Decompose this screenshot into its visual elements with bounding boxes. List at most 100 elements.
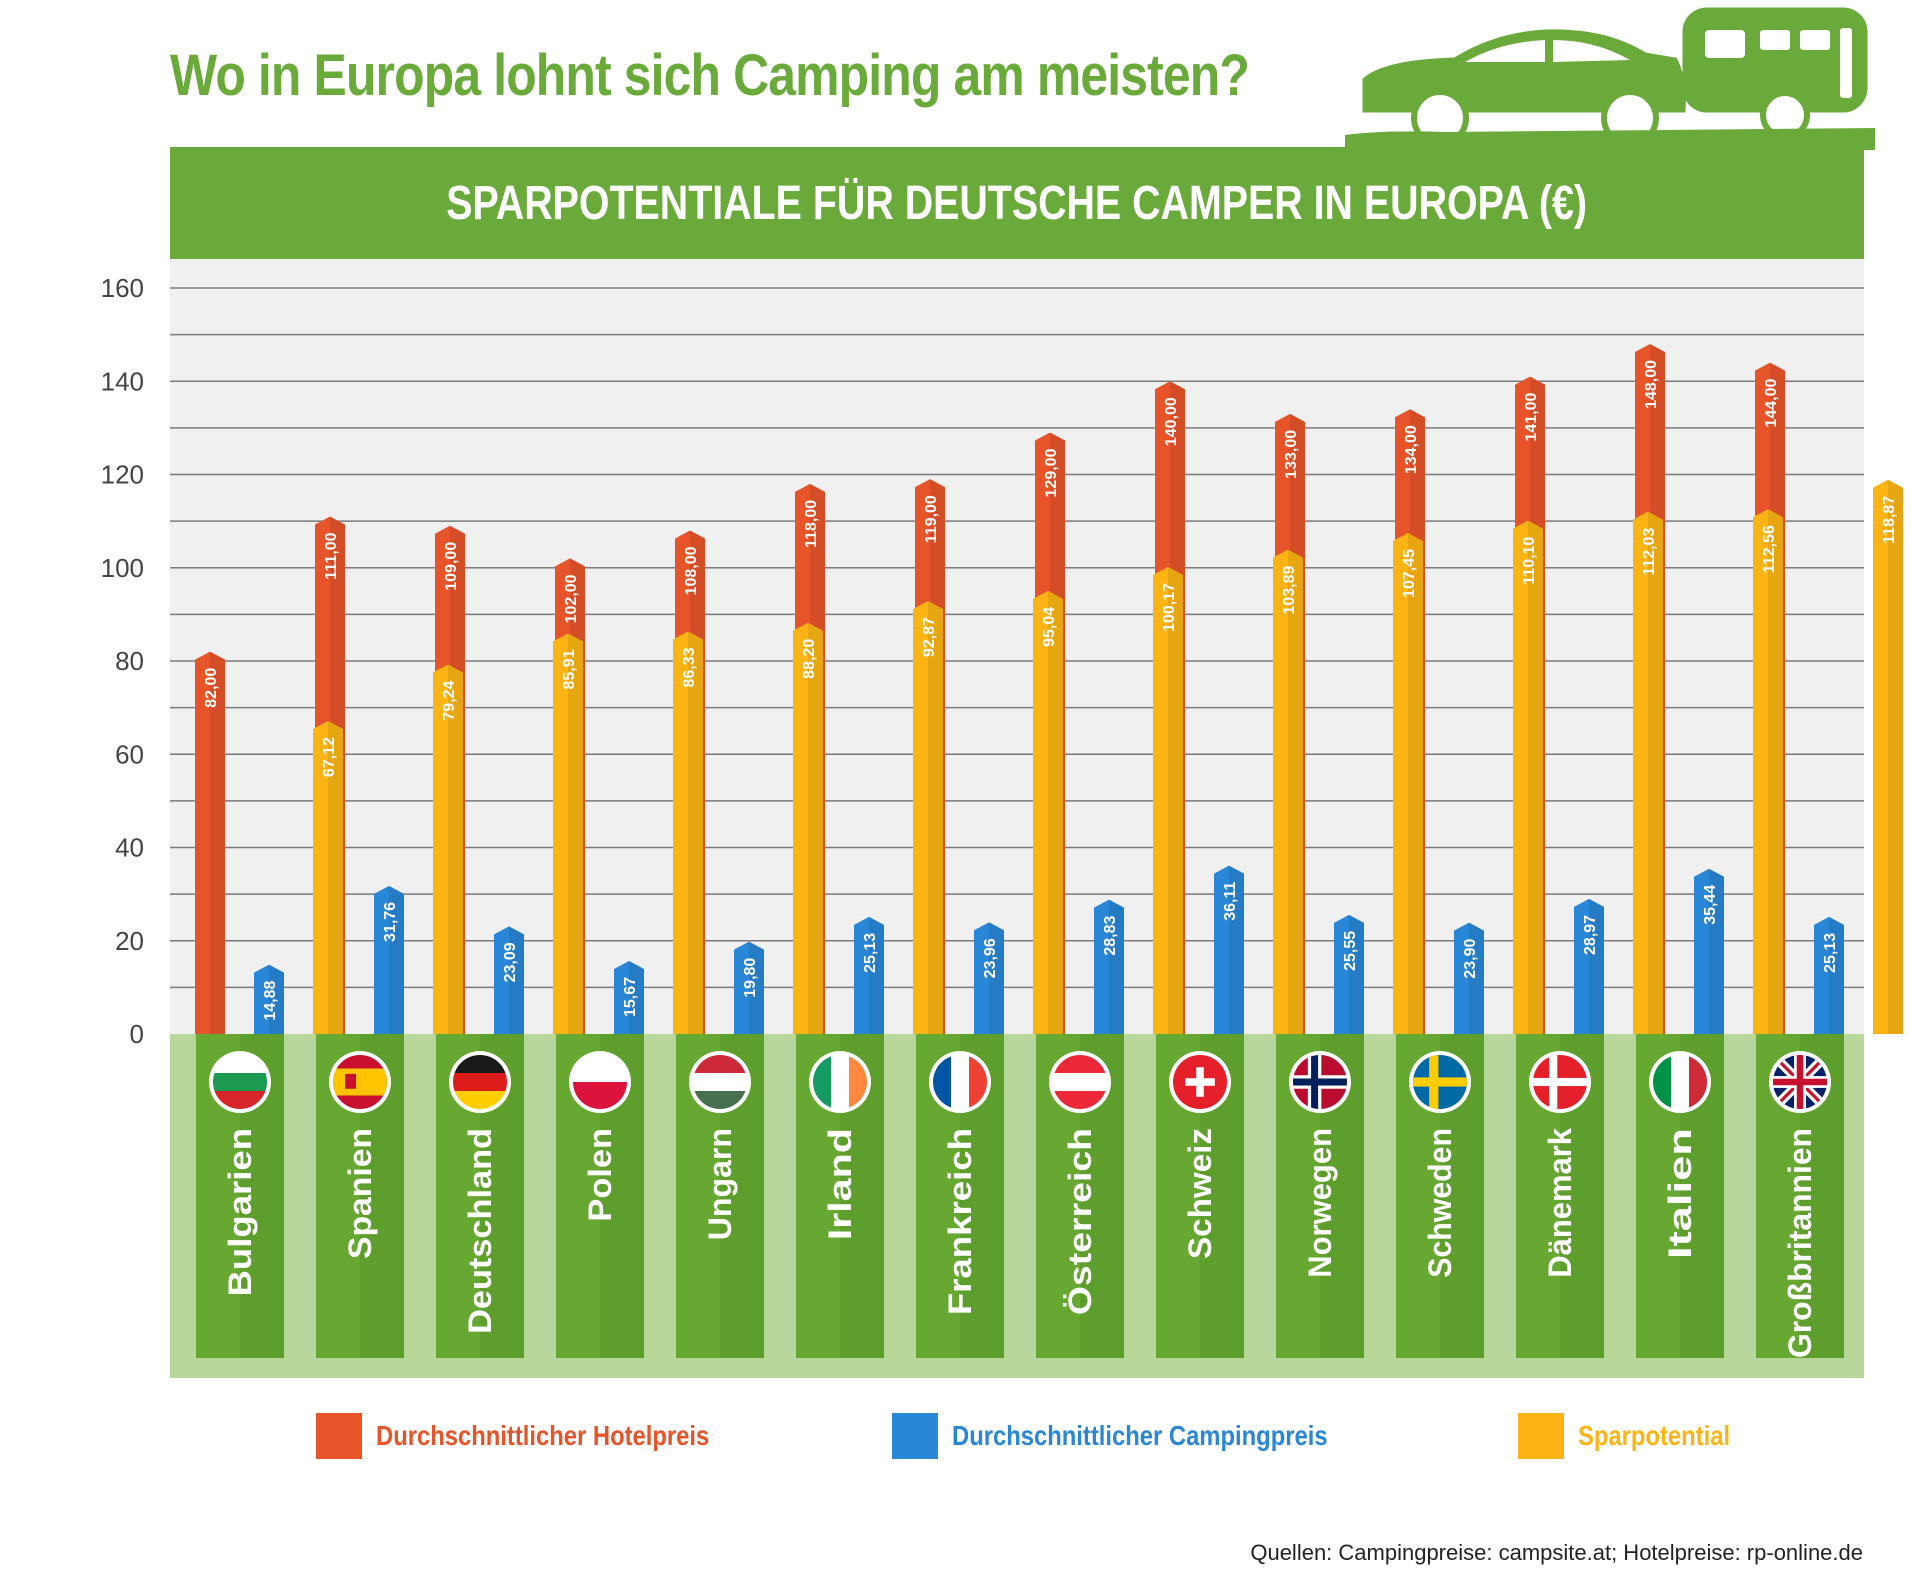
bar-shape [1513,520,1543,1034]
legend-label-camping: Durchschnittlicher Campingpreis [952,1420,1328,1451]
france-flag-icon [933,1055,987,1109]
bar-value-label: 107,45 [1401,549,1418,598]
bar: 14,88 [254,964,284,1034]
bar-shade [1349,914,1364,1034]
source-note: Quellen: Campingpreise: campsite.at; Hot… [1250,1540,1863,1565]
bar-shape [195,651,225,1034]
plot-background [170,259,1864,1034]
bar-shade [808,622,823,1034]
category-label: Ungarn [702,1128,738,1240]
hungary-flag-icon [693,1055,747,1109]
y-tick-label: 80 [115,646,144,676]
y-tick-label: 160 [101,273,144,303]
bar-value-label: 28,97 [1582,915,1599,955]
bar-value-label: 36,11 [1222,882,1239,921]
bar-value-label: 109,00 [443,542,460,591]
bar-shade [1829,916,1844,1034]
bar-shade [448,664,463,1034]
bar-shape [913,600,943,1034]
category-label: Norwegen [1302,1128,1338,1278]
category-label: Großbritannien [1782,1128,1818,1358]
category-label: Österreich [1062,1128,1098,1315]
bar-value-label: 129,00 [1043,448,1060,497]
bulgaria-flag-icon [213,1055,267,1109]
category-card: Spanien [316,1034,404,1358]
bar-shade [1709,868,1724,1034]
bar: 118,87 [1873,479,1903,1034]
category-card: Italien [1636,1034,1724,1358]
bar: 112,03 [1633,511,1663,1034]
bar-shape [374,885,404,1034]
bar-shape [1334,914,1364,1034]
legend-label-hotel: Durchschnittlicher Hotelpreis [376,1420,710,1451]
bar-value-label: 25,55 [1342,931,1359,971]
bar-value-label: 103,89 [1281,566,1298,615]
austria-flag-icon [1053,1055,1107,1109]
sweden-flag-icon [1413,1055,1467,1109]
bar-shade [1229,865,1244,1034]
bar-shade [210,651,225,1034]
bar-value-label: 23,09 [502,942,519,982]
bar-shade [1109,899,1124,1034]
y-tick-label: 20 [115,926,144,956]
bar: 112,56 [1753,509,1783,1035]
bar: 23,96 [974,922,1004,1034]
category-label: Polen [582,1128,618,1222]
bar-value-label: 82,00 [203,668,220,708]
category-card: Österreich [1036,1034,1124,1358]
chart-title: SPARPOTENTIALE FÜR DEUTSCHE CAMPER IN EU… [446,176,1588,230]
bar-shape [1454,922,1484,1034]
bar: 100,17 [1153,566,1183,1034]
y-tick-label: 100 [101,553,144,583]
bar-shade [1888,479,1903,1034]
legend-label-savings: Sparpotential [1578,1420,1731,1451]
bar: 82,00 [195,651,225,1034]
bar-shape [254,964,284,1034]
bar-value-label: 100,17 [1161,583,1178,632]
bar-value-label: 118,00 [803,500,820,548]
bar-shade [389,885,404,1034]
bar-value-label: 19,80 [742,958,759,998]
bar: 79,24 [433,664,463,1034]
legend-swatch-hotel [316,1413,362,1459]
bar: 28,97 [1574,898,1604,1034]
bar-value-label: 144,00 [1763,378,1780,427]
bar-value-label: 85,91 [561,649,578,689]
category-label: Bulgarien [222,1128,258,1296]
bar-value-label: 108,00 [683,546,700,595]
italy-flag-icon [1653,1055,1707,1109]
bar-shade [1768,509,1783,1035]
bar-shade [688,631,703,1034]
category-card: Dänemark [1516,1034,1604,1358]
category-card: Schweiz [1156,1034,1244,1358]
bar: 25,13 [854,916,884,1034]
bar-shape [1814,916,1844,1034]
bar-value-label: 140,00 [1163,397,1180,446]
legend-item-hotel: Durchschnittlicher Hotelpreis [316,1413,768,1459]
bar-shade [509,926,524,1034]
bar: 85,91 [553,633,583,1034]
bar-shade [1048,590,1063,1034]
bar-shade [1168,566,1183,1034]
category-card: Schweden [1396,1034,1484,1358]
bar: 23,09 [494,926,524,1034]
bar-value-label: 148,00 [1643,360,1660,409]
bars: 82,00 111,00 109,00 102,00 108,00 118,00 119,0… [195,343,1903,1035]
bar-value-label: 110,10 [1521,537,1538,585]
bar-value-label: 86,33 [681,647,698,687]
bar: 35,44 [1694,868,1724,1034]
category-label: Dänemark [1542,1128,1578,1278]
bar-shade [1589,898,1604,1034]
bar-value-label: 134,00 [1403,425,1420,474]
bar: 19,80 [734,941,764,1034]
bar: 110,10 [1513,520,1543,1034]
bar-shape [1033,590,1063,1034]
bar-shade [749,941,764,1034]
bar-shape [1214,865,1244,1034]
legend-item-savings: Sparpotential [1518,1413,1757,1459]
bar-value-label: 23,96 [982,938,999,978]
bar: 92,87 [913,600,943,1034]
legend-swatch-camping [892,1413,938,1459]
bar: 103,89 [1273,549,1303,1034]
bar-value-label: 15,67 [622,977,639,1017]
